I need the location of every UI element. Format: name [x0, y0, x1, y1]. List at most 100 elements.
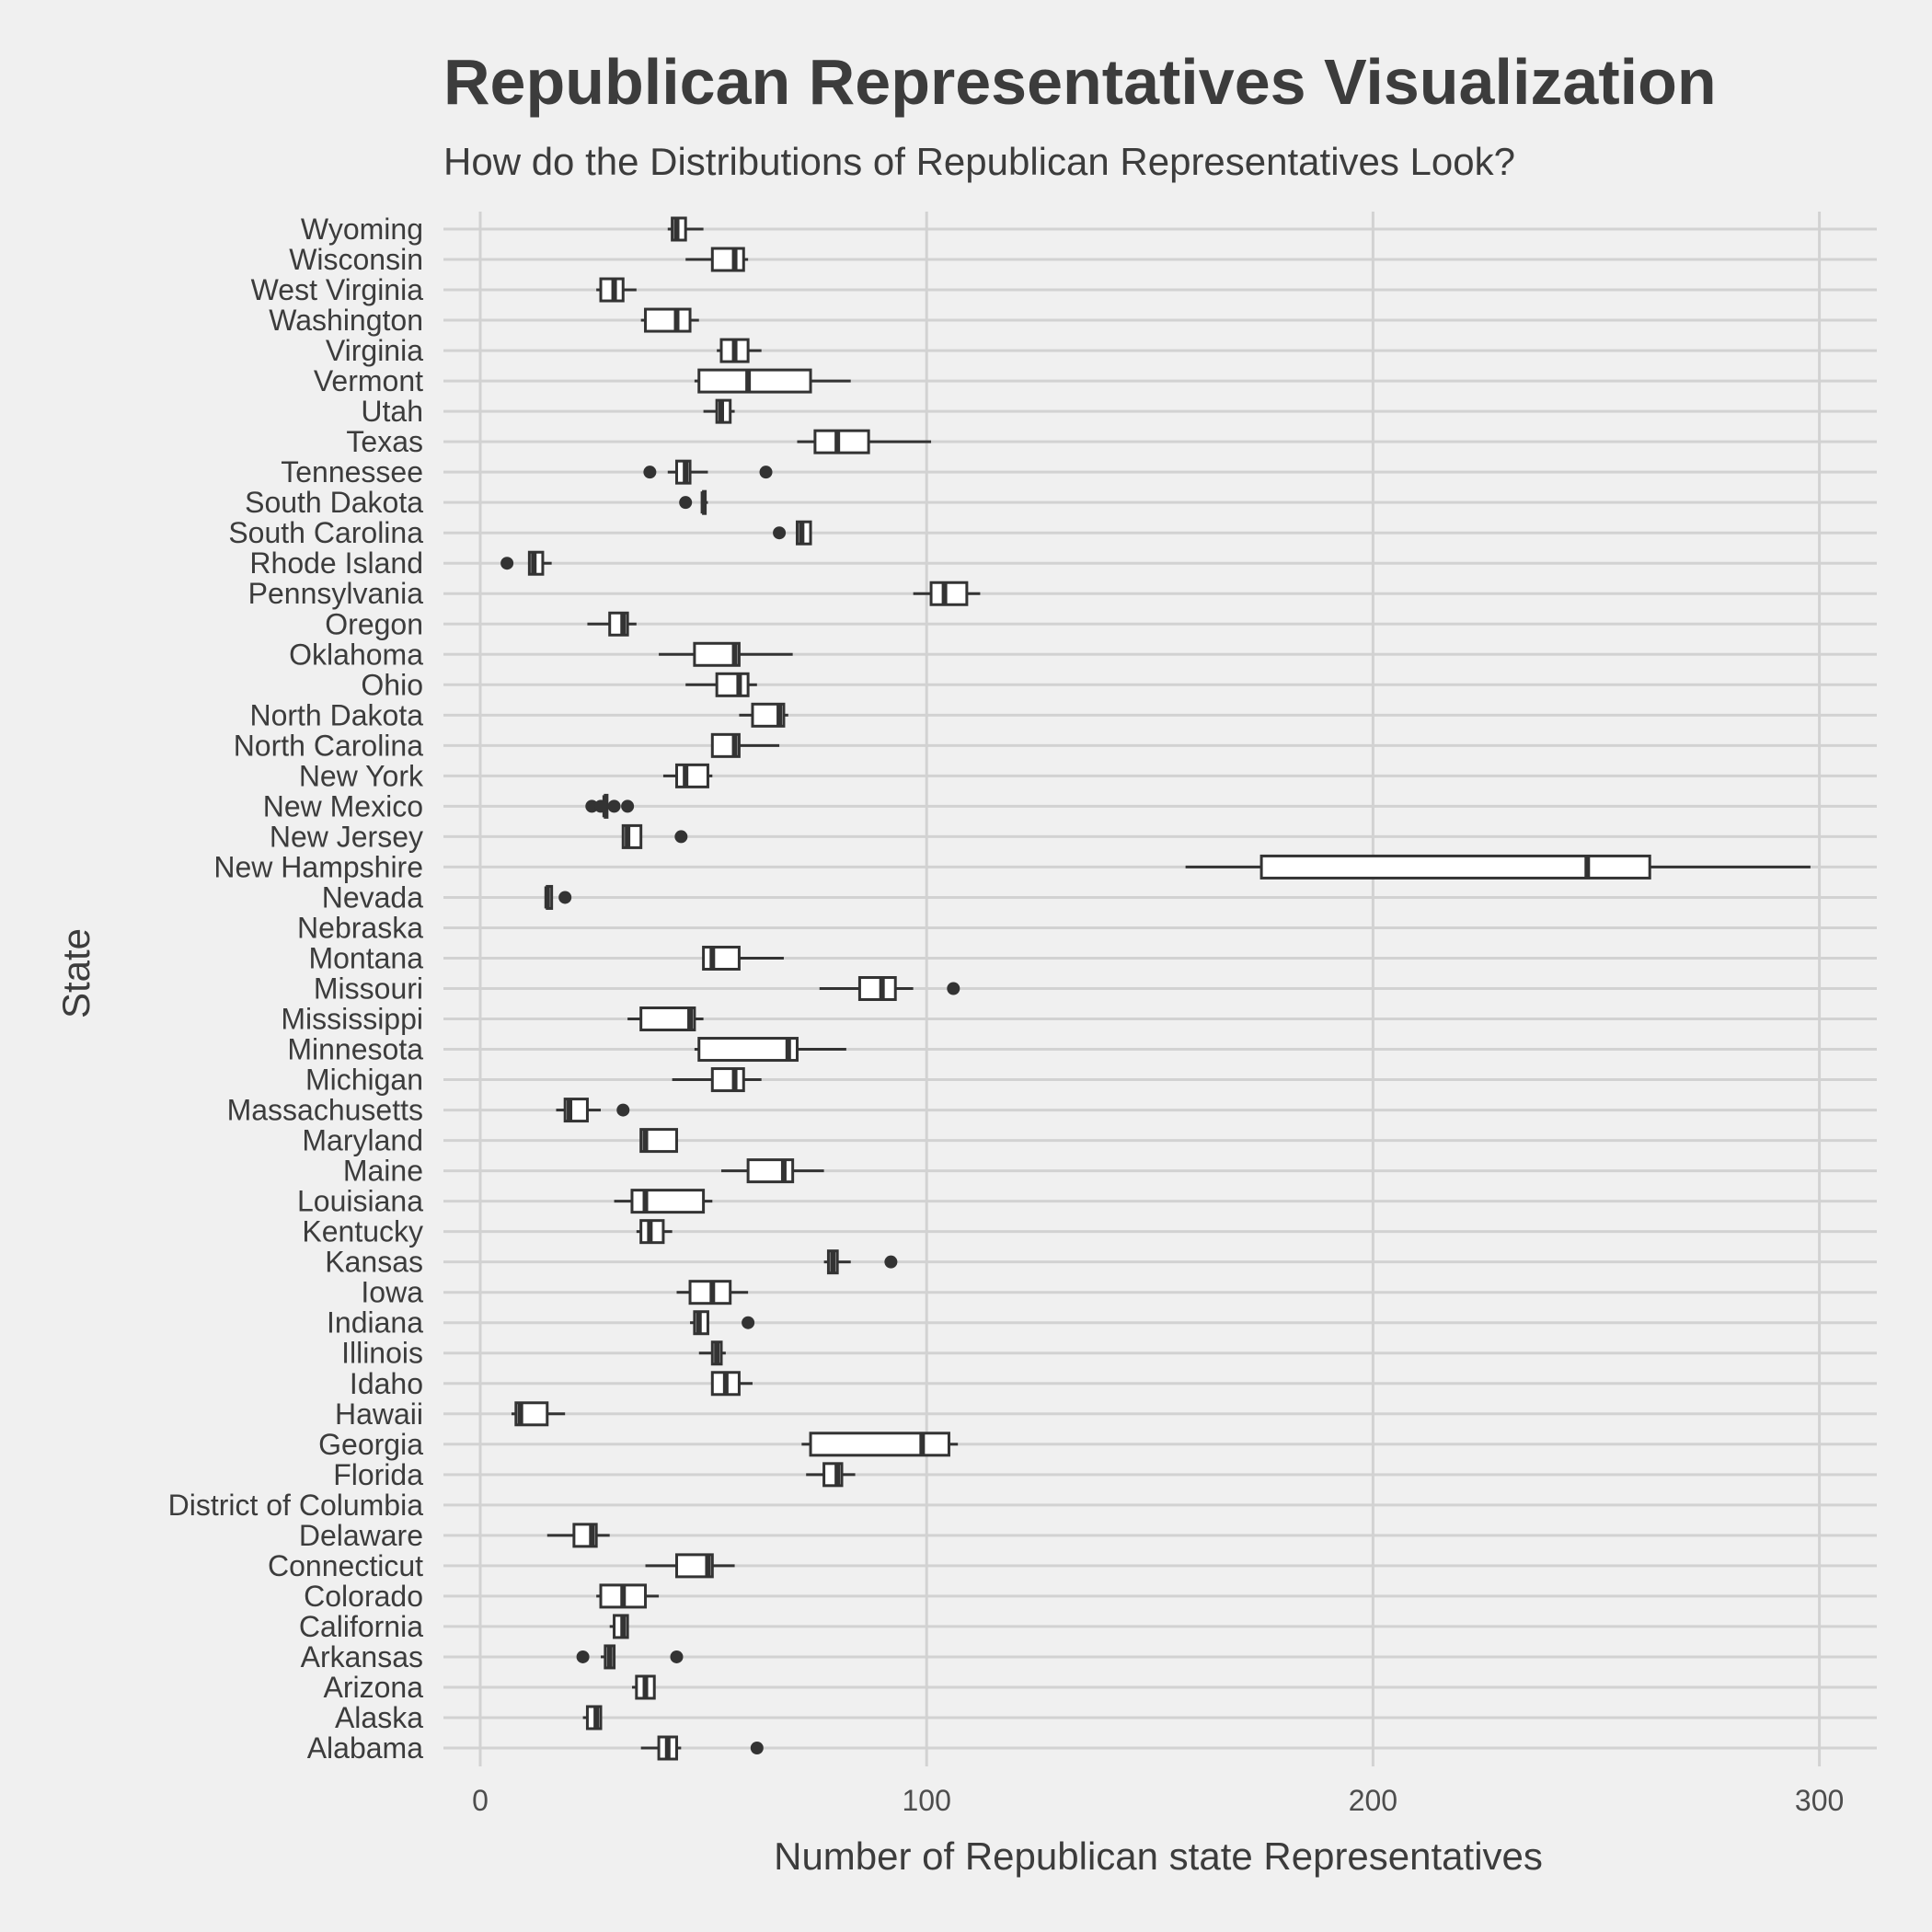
box-washington — [640, 307, 699, 333]
y-tick-label: North Carolina — [234, 729, 424, 762]
y-tick-label: South Dakota — [245, 486, 423, 519]
box-north-carolina — [710, 732, 780, 758]
box-iqr — [710, 1067, 745, 1093]
box-minnesota — [694, 1037, 846, 1063]
box-georgia — [801, 1432, 959, 1457]
box-utah — [703, 398, 735, 424]
box-alabama — [640, 1735, 764, 1761]
x-tick-label: 300 — [1795, 1784, 1844, 1817]
box-iqr — [639, 1006, 696, 1032]
box-wisconsin — [685, 247, 749, 272]
outlier-point — [773, 526, 787, 540]
box-michigan — [672, 1067, 762, 1093]
box-kentucky — [636, 1219, 673, 1245]
box-new-mexico — [585, 793, 635, 819]
x-tick-layer: 0 100 200 300 — [472, 1784, 1844, 1817]
box-iqr — [697, 1037, 799, 1063]
y-tick-label: California — [299, 1610, 423, 1643]
box-missouri — [819, 976, 960, 1001]
y-tick-label: Ohio — [361, 668, 423, 701]
grid-layer — [443, 212, 1877, 1766]
box-new-hampshire — [1185, 854, 1811, 880]
y-tick-label: Montana — [308, 941, 423, 974]
y-tick-label: Colorado — [304, 1580, 423, 1613]
x-tick-label: 100 — [903, 1784, 951, 1817]
box-florida — [806, 1462, 856, 1488]
box-iqr — [857, 976, 897, 1001]
y-tick-label: Maine — [343, 1155, 423, 1188]
box-indiana — [690, 1310, 755, 1336]
outlier-point — [750, 1742, 764, 1754]
y-tick-label: Missouri — [314, 972, 423, 1006]
box-layer — [500, 216, 1811, 1761]
box-maryland — [639, 1128, 678, 1154]
box-iqr — [693, 641, 741, 667]
box-maine — [721, 1158, 824, 1184]
box-oklahoma — [659, 641, 793, 667]
x-axis-title: Number of Republican state Representativ… — [774, 1834, 1543, 1878]
y-tick-label: Minnesota — [287, 1033, 423, 1066]
y-tick-label: Alaska — [335, 1701, 423, 1734]
y-tick-label: Georgia — [318, 1428, 423, 1461]
box-montana — [702, 945, 784, 971]
box-rhode-island — [500, 550, 552, 576]
chart-subtitle: How do the Distributions of Republican R… — [443, 140, 1515, 183]
y-tick-label: Kansas — [325, 1246, 423, 1279]
box-iowa — [676, 1280, 749, 1305]
outlier-point — [947, 982, 960, 995]
box-wyoming — [667, 216, 704, 242]
box-iqr — [710, 247, 745, 272]
box-virginia — [717, 338, 762, 363]
box-oregon — [587, 611, 637, 637]
y-tick-label: New Mexico — [263, 789, 423, 822]
y-tick-label: Illinois — [341, 1337, 423, 1370]
y-tick-label: Louisiana — [297, 1185, 423, 1218]
y-tick-label: Massachusetts — [227, 1094, 423, 1127]
y-tick-label: Connecticut — [268, 1549, 423, 1582]
y-tick-label: Oregon — [325, 607, 423, 640]
y-tick-label: Alabama — [307, 1731, 424, 1765]
box-iqr — [644, 307, 692, 333]
y-tick-label: Vermont — [314, 364, 423, 397]
outlier-point — [621, 799, 635, 813]
y-tick-label: Maryland — [302, 1124, 423, 1157]
y-tick-label: Delaware — [299, 1519, 423, 1552]
outlier-point — [558, 891, 572, 904]
y-tick-label: Nevada — [322, 880, 424, 914]
y-tick-label: New Hampshire — [213, 850, 423, 883]
box-iqr — [715, 672, 750, 697]
y-tick-label: New Jersey — [270, 820, 423, 853]
box-delaware — [546, 1523, 610, 1548]
box-iqr — [674, 763, 709, 788]
y-tick-label: Arizona — [324, 1671, 424, 1704]
y-tick-label: Virginia — [326, 334, 423, 367]
outlier-point — [679, 496, 693, 510]
y-tick-layer: AlabamaAlaskaArizonaArkansasCaliforniaCo… — [168, 213, 424, 1765]
box-california — [609, 1614, 629, 1639]
y-tick-label: Wisconsin — [289, 243, 423, 276]
y-tick-label: Arkansas — [301, 1640, 423, 1673]
y-tick-label: Texas — [346, 425, 423, 458]
y-tick-label: New York — [299, 759, 424, 792]
box-iqr — [697, 368, 812, 394]
y-tick-label: Mississippi — [281, 1003, 423, 1036]
outlier-point — [576, 1650, 590, 1663]
box-pennsylvania — [913, 581, 981, 606]
y-axis-title: State — [54, 928, 98, 1018]
chart-title: Republican Representatives Visualization — [443, 46, 1717, 118]
outlier-point — [759, 466, 773, 479]
y-tick-label: North Dakota — [249, 698, 423, 731]
box-iqr — [929, 581, 969, 606]
box-arkansas — [576, 1644, 684, 1670]
box-west-virginia — [596, 277, 637, 303]
box-south-carolina — [773, 520, 812, 546]
box-new-jersey — [621, 823, 688, 849]
y-tick-label: Utah — [361, 395, 423, 428]
box-texas — [797, 429, 932, 454]
x-tick-label: 0 — [472, 1784, 489, 1817]
y-tick-label: Oklahoma — [289, 638, 423, 671]
y-tick-label: District of Columbia — [168, 1489, 424, 1522]
